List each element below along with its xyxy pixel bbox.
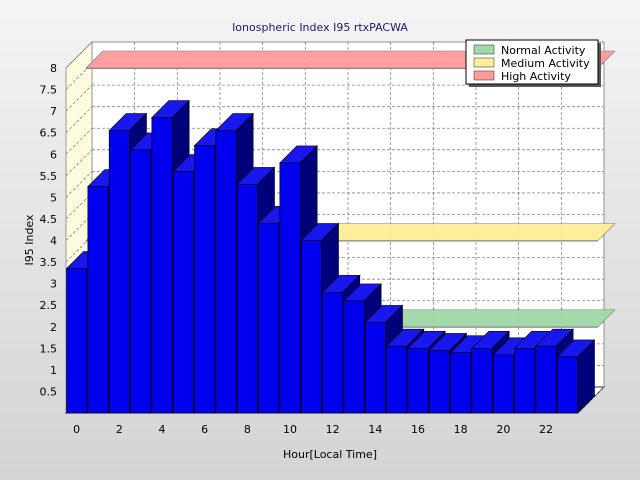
legend-label: Normal Activity <box>501 44 586 57</box>
x-tick-label: 20 <box>496 423 510 436</box>
x-tick-label: 16 <box>411 423 425 436</box>
y-tick-label: 7 <box>50 105 57 118</box>
x-tick-label: 2 <box>116 423 123 436</box>
bar <box>279 162 301 414</box>
y-tick-label: 8 <box>50 62 57 75</box>
bar <box>407 348 429 414</box>
x-tick-label: 0 <box>73 423 80 436</box>
legend-label: High Activity <box>501 70 571 83</box>
bar <box>215 130 237 414</box>
bar <box>492 354 514 414</box>
x-tick-label: 8 <box>244 423 251 436</box>
bar <box>236 184 258 414</box>
y-tick-label: 1 <box>50 364 57 377</box>
legend-label: Medium Activity <box>501 57 590 70</box>
bar <box>130 149 152 414</box>
bar <box>300 240 322 414</box>
x-axis-label: Hour[Local Time] <box>283 448 377 461</box>
y-tick-label: 4.5 <box>40 213 58 226</box>
bar <box>343 300 365 414</box>
y-tick-label: 6 <box>50 148 57 161</box>
bar <box>364 322 386 414</box>
h-gridline-side <box>65 84 93 112</box>
bar <box>87 186 109 414</box>
y-tick-label: 0.5 <box>40 385 58 398</box>
bar <box>386 345 408 414</box>
y-tick-label: 3.5 <box>40 256 58 269</box>
x-tick-label: 22 <box>539 423 553 436</box>
y-tick-label: 2.5 <box>40 299 58 312</box>
y-tick-label: 4 <box>50 235 57 248</box>
x-tick-label: 6 <box>201 423 208 436</box>
bar <box>258 222 280 414</box>
chart-title: Ionospheric Index I95 rtxPACWA <box>232 21 408 34</box>
bar <box>172 171 194 414</box>
h-gridline-side <box>65 127 93 155</box>
y-tick-label: 5 <box>50 191 57 204</box>
bar <box>450 352 472 414</box>
y-tick-label: 2 <box>50 321 57 334</box>
legend-swatch <box>473 44 495 55</box>
y-tick-label: 6.5 <box>40 127 58 140</box>
y-tick-label: 7.5 <box>40 84 58 97</box>
h-gridline-side <box>65 171 93 198</box>
legend-swatch <box>473 57 495 68</box>
y-tick-label: 1.5 <box>40 342 58 355</box>
h-gridline-side <box>65 41 93 69</box>
bar <box>151 117 173 414</box>
y-tick-label: 5.5 <box>40 170 58 183</box>
bar <box>194 145 216 414</box>
bar <box>535 345 557 414</box>
floor-gridline <box>577 386 605 414</box>
bar <box>66 268 88 414</box>
bar <box>514 348 536 414</box>
h-gridline-side <box>65 149 93 177</box>
bar <box>322 291 344 414</box>
legend-swatch <box>473 70 495 81</box>
bar <box>108 130 130 414</box>
bar <box>428 350 450 414</box>
x-tick-label: 18 <box>454 423 468 436</box>
x-tick-label: 14 <box>368 423 382 436</box>
x-tick-label: 4 <box>159 423 166 436</box>
y-tick-label: 3 <box>50 278 57 291</box>
x-tick-label: 12 <box>326 423 340 436</box>
y-axis-label: I95 Index <box>23 214 36 266</box>
bar <box>471 348 493 414</box>
bar <box>556 356 578 414</box>
h-gridline-side <box>65 106 93 133</box>
x-tick-label: 10 <box>283 423 297 436</box>
